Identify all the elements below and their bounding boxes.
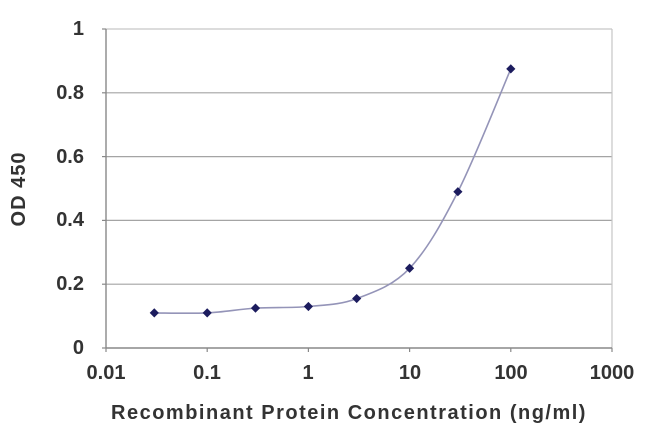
y-tick-label-06: 0.6 [56, 146, 84, 168]
x-tick-label-100: 100 [494, 362, 528, 384]
x-tick-label-1: 1 [302, 362, 314, 384]
y-tick-label-1: 1 [72, 18, 84, 40]
data-point-marker [303, 301, 313, 312]
data-point-marker [149, 308, 159, 318]
x-tick-label-001: 0.01 [86, 362, 126, 384]
x-tick-label-1000: 1000 [589, 362, 635, 384]
data-point-marker [453, 187, 463, 197]
data-point-marker [202, 308, 212, 318]
y-tick-label-02: 0.2 [56, 273, 84, 295]
x-tick-label-10: 10 [398, 362, 422, 384]
data-point-marker [250, 303, 261, 313]
y-tick-label-04: 0.4 [56, 209, 84, 231]
y-tick-label-0: 0 [72, 337, 84, 359]
x-axis-title: Recombinant Protein Concentration (ng/ml… [111, 402, 587, 424]
y-tick-label-08: 0.8 [56, 82, 84, 104]
data-point-marker [506, 64, 516, 74]
x-tick-label-01: 0.1 [193, 362, 221, 384]
y-axis-title: OD 450 [8, 151, 30, 227]
data-point-marker [405, 263, 415, 273]
data-point-marker [352, 293, 362, 304]
